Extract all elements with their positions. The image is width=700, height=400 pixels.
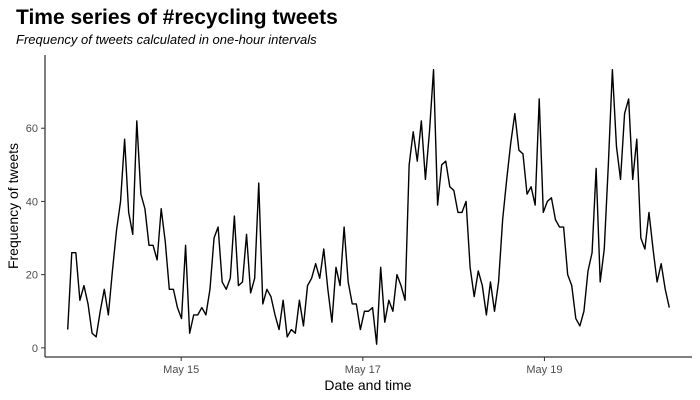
y-axis-ticks: 0 20 40 60 xyxy=(26,123,45,355)
y-tick-label: 0 xyxy=(32,343,38,355)
chart-title: Time series of #recycling tweets xyxy=(16,6,338,29)
chart-subtitle: Frequency of tweets calculated in one-ho… xyxy=(16,32,317,47)
y-tick-label: 20 xyxy=(26,270,38,282)
y-tick-label: 60 xyxy=(26,123,38,135)
y-tick-label: 40 xyxy=(26,196,38,208)
x-tick-label: May 15 xyxy=(163,364,199,376)
y-axis-title: Frequency of tweets xyxy=(5,143,21,269)
series-line xyxy=(67,68,670,345)
x-axis-title: Date and time xyxy=(324,377,411,393)
x-tick-label: May 19 xyxy=(526,364,562,376)
series-group xyxy=(67,68,670,345)
x-axis-ticks: May 15 May 17 May 19 xyxy=(163,357,562,376)
x-tick-label: May 17 xyxy=(345,364,381,376)
